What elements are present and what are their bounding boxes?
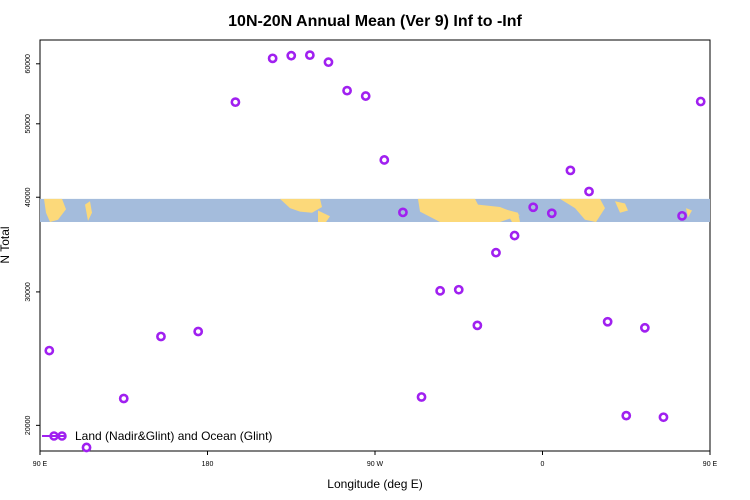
x-tick-label-1: 180: [202, 461, 214, 468]
legend-label: Land (Nadir&Glint) and Ocean (Glint): [75, 429, 272, 443]
land-area-1: [85, 201, 92, 221]
data-point-6: [267, 53, 278, 64]
land-area-5: [505, 209, 520, 223]
data-point-13: [398, 207, 408, 218]
x-tick-label-4: 90 E: [703, 461, 718, 468]
data-point-19: [509, 230, 520, 241]
data-point-22: [565, 165, 576, 176]
data-point-9: [323, 57, 334, 68]
data-point-16: [453, 284, 464, 295]
x-tick-label-0: 90 E: [33, 461, 48, 468]
data-point-21: [546, 208, 557, 219]
data-point-1: [81, 442, 92, 453]
y-tick-label-3: 50000: [25, 114, 32, 134]
data-point-11: [360, 91, 371, 101]
data-point-4: [193, 326, 204, 337]
data-point-20: [528, 202, 539, 213]
data-point-7: [286, 50, 297, 61]
world-map-band: [40, 198, 710, 223]
ocean-band: [40, 198, 710, 223]
data-point-15: [435, 285, 446, 296]
data-point-5: [230, 97, 241, 108]
land-area-2: [280, 198, 322, 213]
land-area-0: [44, 198, 66, 223]
data-point-24: [602, 316, 613, 327]
y-axis: 20000 30000 40000 50000 60000: [25, 54, 40, 435]
land-area-8: [686, 208, 692, 218]
data-point-27: [658, 412, 669, 423]
legend-marker-2: [57, 431, 67, 441]
land-area-6: [560, 198, 605, 223]
data-point-10: [342, 85, 352, 96]
land-area-7: [615, 201, 628, 213]
land-area-3: [318, 210, 330, 223]
y-tick-label-4: 60000: [25, 54, 32, 74]
y-tick-label-2: 40000: [25, 187, 32, 207]
data-point-12: [379, 155, 390, 165]
data-point-3: [156, 331, 166, 342]
data-points: [44, 50, 706, 453]
data-point-29: [695, 96, 706, 107]
data-point-28: [677, 210, 687, 221]
chart-title: 10N-20N Annual Mean (Ver 9) Inf to -Inf: [228, 13, 522, 30]
x-axis-label: Longitude (deg E): [327, 477, 422, 491]
data-point-26: [639, 322, 650, 333]
data-point-23: [584, 186, 594, 197]
data-point-18: [491, 247, 501, 258]
x-tick-label-3: 0: [541, 461, 545, 468]
data-point-14: [416, 392, 427, 402]
data-point-17: [472, 320, 483, 331]
data-point-25: [621, 410, 632, 421]
data-point-8: [304, 50, 315, 61]
legend: Land (Nadir&Glint) and Ocean (Glint): [42, 429, 272, 443]
data-point-2: [118, 393, 129, 404]
y-tick-label-0: 20000: [25, 416, 32, 436]
data-point-0: [44, 345, 55, 356]
x-tick-label-2: 90 W: [367, 461, 384, 468]
y-axis-label: N Total: [0, 226, 12, 263]
plot-frame: [39, 39, 711, 452]
y-tick-label-1: 30000: [25, 282, 32, 302]
land-area-4: [418, 198, 520, 223]
